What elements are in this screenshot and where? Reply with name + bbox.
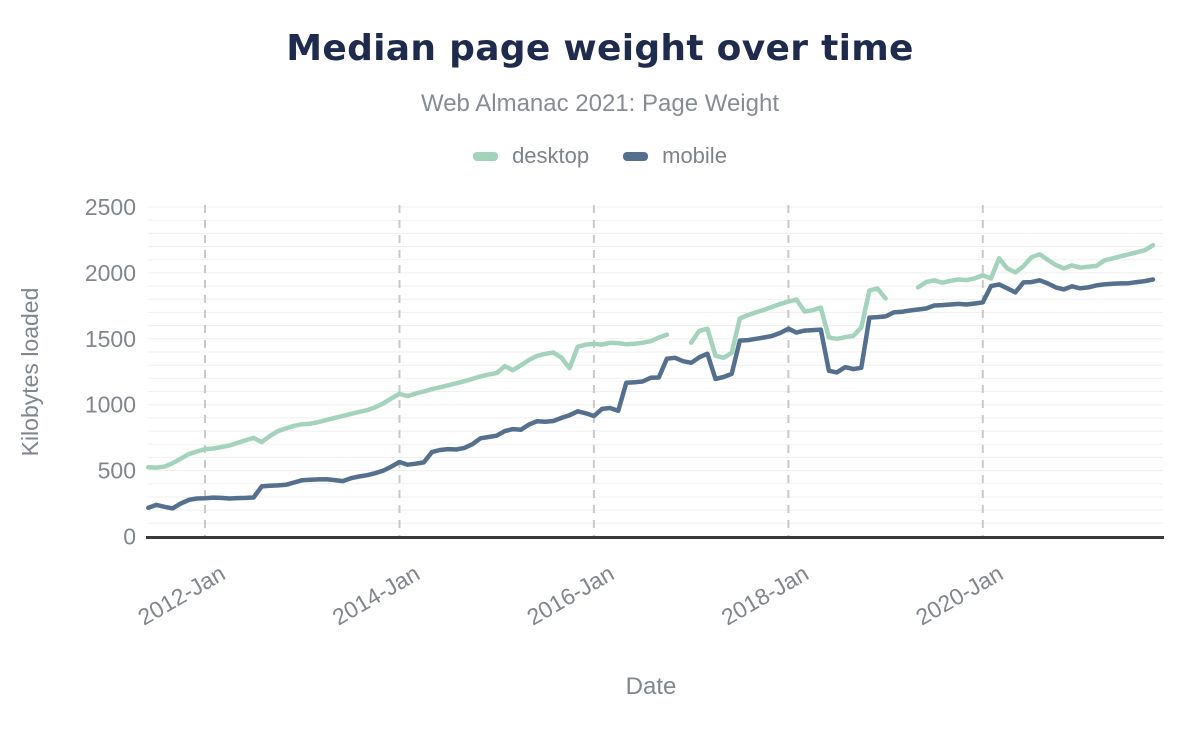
chart-title: Median page weight over time [286,28,914,69]
x-tick-label: 2014-Jan [328,560,424,630]
y-tick-label: 2500 [85,194,136,220]
legend-item-desktop[interactable]: desktop [473,143,589,169]
y-tick-label: 0 [123,524,136,550]
mobile-line [146,277,1156,511]
desktop-line [146,242,1156,470]
mobile-series-swatch [623,151,649,161]
legend-label-mobile: mobile [662,143,727,168]
desktop-series-swatch [473,151,499,161]
x-tick-label: 2020-Jan [911,560,1007,630]
y-tick-label: 1000 [85,392,136,418]
x-tick-label: 2012-Jan [133,560,229,630]
legend-item-mobile[interactable]: mobile [623,143,727,169]
x-tick-label: 2016-Jan [522,560,618,630]
x-tick-label: 2018-Jan [717,560,813,630]
x-axis-title: Date [626,673,677,700]
y-tick-label: 1500 [85,326,136,352]
y-axis-title: Kilobytes loaded [17,288,43,457]
y-tick-label: 2000 [85,260,136,286]
y-tick-label: 500 [98,458,136,484]
chart-subtitle: Web Almanac 2021: Page Weight [420,90,779,117]
chart-legend: desktop mobile [0,143,1200,169]
legend-label-desktop: desktop [512,143,590,168]
